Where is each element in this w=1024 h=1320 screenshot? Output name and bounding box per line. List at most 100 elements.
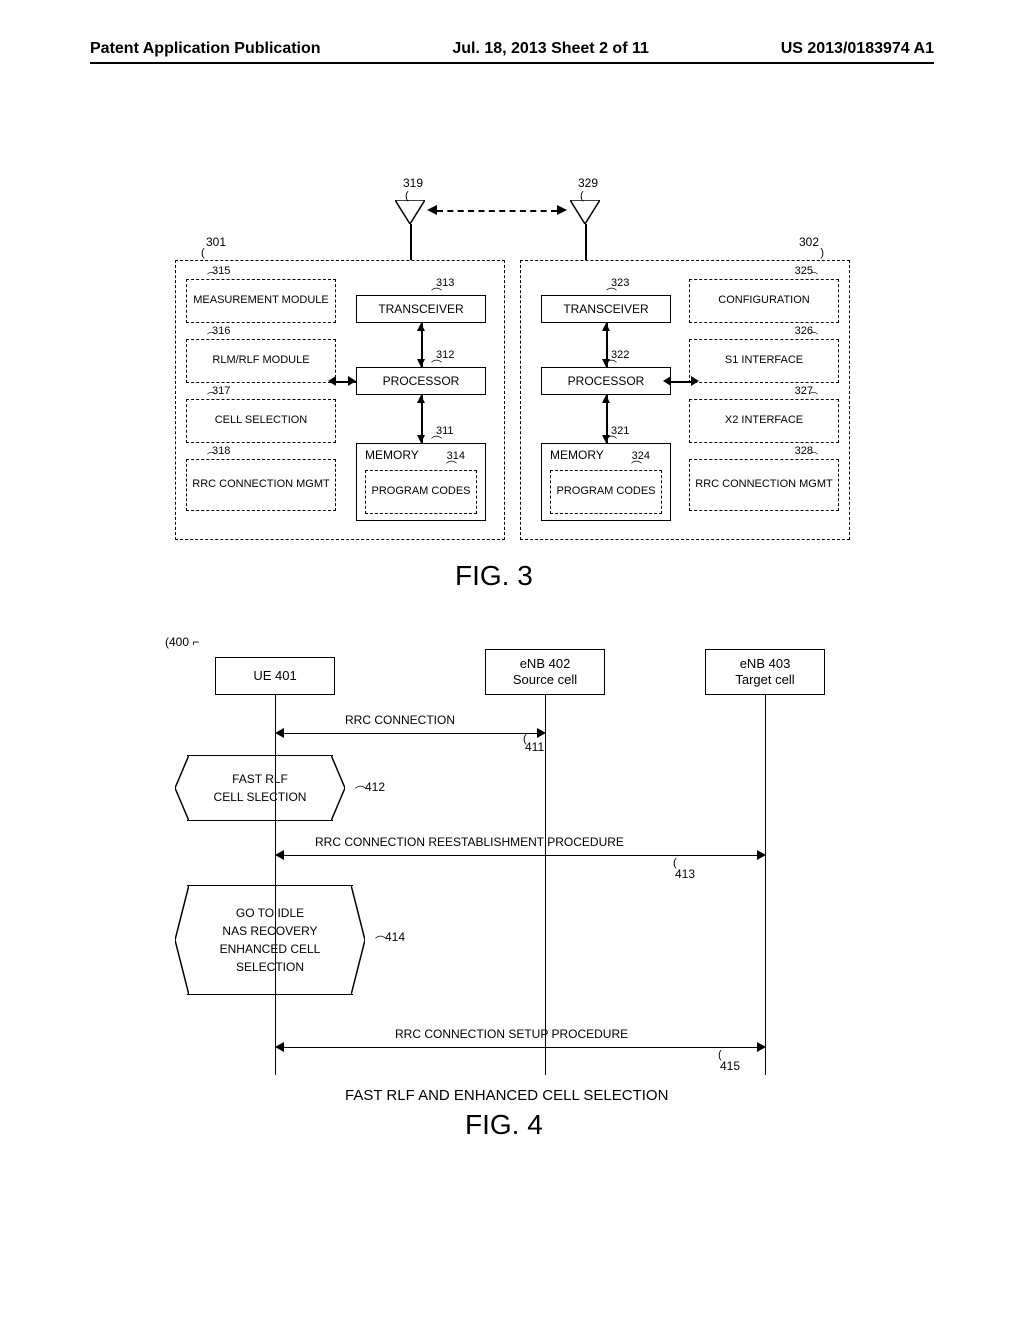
actor-ue-401: UE 401	[215, 657, 335, 695]
arrow-mem-down-301	[417, 435, 425, 443]
block-transceiver-302-tick: ⌒	[606, 285, 617, 301]
module-x2-interface: 327 ⌒ X2 INTERFACE	[689, 399, 839, 443]
antenna-right-tick: (	[580, 190, 584, 202]
lifeline-enb402	[545, 695, 546, 1075]
arrow-mods-right-302	[691, 376, 699, 386]
module-configuration-label: CONFIGURATION	[718, 294, 809, 307]
lifeline-enb403	[765, 695, 766, 1075]
module-rrc-conn-mgmt: 318 ⌒ RRC CONNECTION MGMT	[186, 459, 336, 511]
antenna-left-ref: 319	[403, 176, 423, 190]
device-301: 301 ( 315 ⌒ MEASUREMENT MODULE 316 ⌒ RLM…	[175, 260, 505, 540]
actor-enb-402: eNB 402 Source cell	[485, 649, 605, 695]
msg-411-tick: (	[523, 733, 527, 745]
arrow-trx-up-302	[602, 323, 610, 331]
block-processor-302-label: PROCESSOR	[568, 374, 645, 388]
block-memory-302: MEMORY 324 ⌒ PROGRAM CODES	[541, 443, 671, 521]
block-memory-302-label: MEMORY	[550, 448, 604, 462]
msg-411-arrow-l	[275, 728, 284, 738]
device-302: 302 ) 325 ⌒ CONFIGURATION 326 ⌒ S1 INTER…	[520, 260, 850, 540]
msg-411-arrow-r	[537, 728, 546, 738]
msg-415-arrow-r	[757, 1042, 766, 1052]
arrow-mods-left-301	[328, 376, 336, 386]
device-302-module-column: 325 ⌒ CONFIGURATION 326 ⌒ S1 INTERFACE 3…	[689, 271, 839, 511]
antenna-left-tick: (	[405, 190, 409, 202]
antenna-left-icon	[395, 200, 425, 224]
hex-414-line2: NAS RECOVERY	[222, 922, 317, 940]
antenna-right-feed	[585, 224, 587, 260]
module-measurement-label: MEASUREMENT MODULE	[193, 294, 328, 307]
block-processor-301: PROCESSOR	[356, 367, 486, 395]
module-configuration: 325 ⌒ CONFIGURATION	[689, 279, 839, 323]
figure-4: (400 ⌐ UE 401 eNB 402 Source cell eNB 40…	[165, 635, 865, 1135]
antenna-link-arrow-right	[557, 205, 567, 215]
hex-412-line2: CELL SLECTION	[214, 788, 307, 806]
device-301-ref: 301	[206, 235, 226, 249]
flow-400-ref-text: 400	[169, 635, 189, 649]
msg-415-label: RRC CONNECTION SETUP PROCEDURE	[395, 1027, 628, 1041]
module-rrc-conn-mgmt-302: 328 ⌒ RRC CONNECTION MGMT	[689, 459, 839, 511]
msg-413-arrow-l	[275, 850, 284, 860]
block-transceiver-301-label: TRANSCEIVER	[378, 302, 463, 316]
arrow-mods-left-302	[663, 376, 671, 386]
actor-ue-401-label: UE 401	[253, 668, 296, 684]
page-header: Patent Application Publication Jul. 18, …	[90, 40, 934, 64]
hex-412-tick: ⌒	[355, 783, 366, 799]
block-program-codes-302-label: PROGRAM CODES	[556, 485, 655, 498]
antenna-left-feed	[410, 224, 412, 260]
block-transceiver-302-label: TRANSCEIVER	[563, 302, 648, 316]
arrow-mem-down-302	[602, 435, 610, 443]
actor-enb-402-line2: Source cell	[513, 672, 577, 688]
module-x2-interface-label: X2 INTERFACE	[725, 414, 803, 427]
antenna-right-icon	[570, 200, 600, 224]
msg-413-line	[283, 855, 757, 856]
block-processor-301-label: PROCESSOR	[383, 374, 460, 388]
header-right: US 2013/0183974 A1	[781, 40, 934, 58]
msg-415-tick: (	[718, 1049, 722, 1061]
module-cell-selection-label: CELL SELECTION	[215, 414, 308, 427]
module-rrc-conn-mgmt-302-label: RRC CONNECTION MGMT	[695, 478, 833, 491]
antenna-link-arrow-left	[427, 205, 437, 215]
block-memory-301: MEMORY 314 ⌒ PROGRAM CODES	[356, 443, 486, 521]
fig4-label: FIG. 4	[465, 1109, 543, 1141]
actor-enb-403: eNB 403 Target cell	[705, 649, 825, 695]
device-302-ref: 302	[799, 235, 819, 249]
hex-414-tick: ⌒	[375, 933, 386, 949]
msg-413-ref: 413	[675, 867, 695, 881]
block-processor-301-tick: ⌒	[431, 357, 442, 373]
module-rlm-rlf: 316 ⌒ RLM/RLF MODULE	[186, 339, 336, 383]
hex-414-ref: 414	[385, 930, 405, 944]
figure-3: 319 ( 329 ( 301 ( 315 ⌒ MEASUREMENT MOD	[175, 200, 850, 600]
msg-413-arrow-r	[757, 850, 766, 860]
msg-411-line	[283, 733, 537, 734]
hex-414-line1: GO TO IDLE	[236, 904, 304, 922]
device-302-tick: )	[820, 247, 824, 259]
module-cell-selection: 317 ⌒ CELL SELECTION	[186, 399, 336, 443]
hex-412-line1: FAST RLF	[232, 770, 288, 788]
fig3-label: FIG. 3	[455, 560, 533, 592]
antenna-right-ref: 329	[578, 176, 598, 190]
block-transceiver-301: TRANSCEIVER	[356, 295, 486, 323]
block-transceiver-301-tick: ⌒	[431, 285, 442, 301]
hex-414-line3: ENHANCED CELL SELECTION	[187, 940, 353, 976]
block-program-codes-301-label: PROGRAM CODES	[371, 485, 470, 498]
arrow-proc-up-302	[602, 395, 610, 403]
actor-enb-403-line2: Target cell	[735, 672, 794, 688]
msg-415-ref: 415	[720, 1059, 740, 1073]
header-center: Jul. 18, 2013 Sheet 2 of 11	[452, 40, 649, 58]
fig4-caption: FAST RLF AND ENHANCED CELL SELECTION	[345, 1087, 668, 1104]
block-memory-301-tick: ⌒	[431, 433, 442, 449]
flow-400-ref: (400 ⌐	[165, 635, 199, 649]
device-301-tick: (	[201, 247, 205, 259]
arrow-trx-up-301	[417, 323, 425, 331]
module-s1-interface: 326 ⌒ S1 INTERFACE	[689, 339, 839, 383]
conn-proc-mods-302	[671, 381, 691, 383]
hex-412: FAST RLF CELL SLECTION	[175, 755, 345, 821]
module-measurement: 315 ⌒ MEASUREMENT MODULE	[186, 279, 336, 323]
msg-415-arrow-l	[275, 1042, 284, 1052]
hex-412-ref: 412	[365, 780, 385, 794]
module-rlm-rlf-label: RLM/RLF MODULE	[212, 354, 309, 367]
actor-enb-403-line1: eNB 403	[740, 656, 791, 672]
arrow-proc-down-302	[602, 359, 610, 367]
msg-415-line	[283, 1047, 757, 1048]
header-left: Patent Application Publication	[90, 40, 321, 58]
